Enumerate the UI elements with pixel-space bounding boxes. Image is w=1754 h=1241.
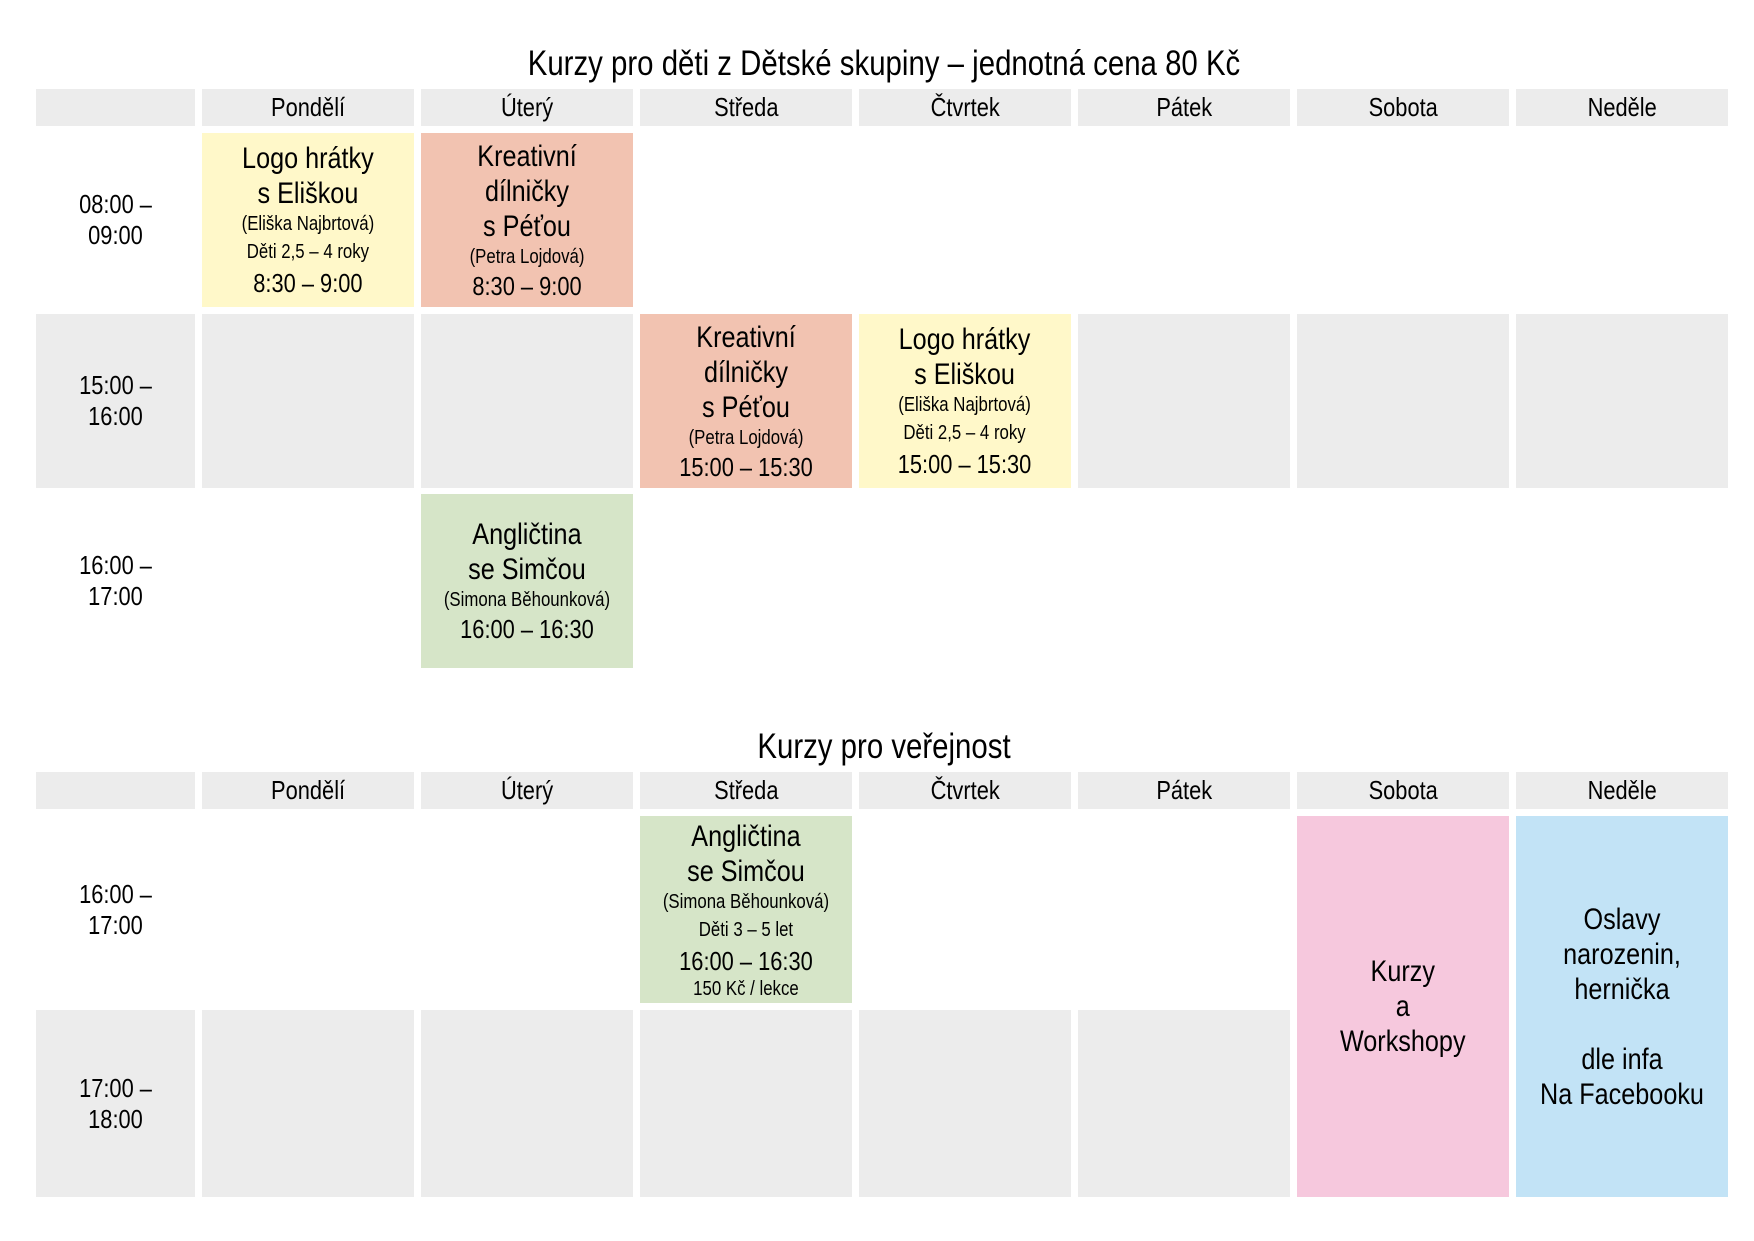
course-name: s Eliškou — [914, 358, 1016, 391]
section2-title: Kurzy pro veřejnost — [757, 727, 1011, 766]
day-header-sunday: Neděle — [1516, 89, 1728, 126]
course-time: 16:00 – 16:30 — [460, 614, 594, 644]
empty-slot — [1297, 314, 1509, 488]
course-teacher: (Eliška Najbrtová) — [241, 213, 375, 235]
day-header-wednesday: Středa — [640, 89, 852, 126]
sunday-parties-block[interactable]: Oslavy narozenin, hernička dle infa Na F… — [1516, 816, 1728, 1197]
empty-slot — [1078, 314, 1290, 488]
course-time: 8:30 – 9:00 — [472, 270, 582, 301]
course-anglictina-tuesday[interactable]: Angličtina se Simčou (Simona Běhounková)… — [421, 494, 633, 668]
course-age: Děti 2,5 – 4 roky — [903, 422, 1027, 444]
course-name: s Péťou — [483, 209, 571, 243]
course-price: 150 Kč / lekce — [693, 977, 799, 1000]
empty-slot — [640, 1010, 852, 1197]
time-slot-1600: 16:00 – 17:00 — [79, 878, 152, 940]
corner-cell — [36, 772, 195, 809]
day-header-tuesday: Úterý — [421, 772, 633, 809]
course-name: Logo hrátky — [242, 142, 374, 175]
course-time: 15:00 – 15:30 — [898, 449, 1032, 479]
time-slot-1700: 17:00 – 18:00 — [36, 1010, 195, 1197]
course-name: Logo hrátky — [899, 323, 1031, 356]
empty-slot — [202, 314, 414, 488]
day-header-saturday: Sobota — [1297, 89, 1509, 126]
day-header-tuesday: Úterý — [421, 89, 633, 126]
course-age: Děti 3 – 5 let — [698, 918, 794, 941]
course-teacher: (Petra Lojdová) — [469, 245, 585, 268]
course-kreativni-dilnicky-wednesday[interactable]: Kreativní dílničky s Péťou (Petra Lojdov… — [640, 314, 852, 488]
course-age: Děti 2,5 – 4 roky — [246, 241, 370, 263]
course-time: 16:00 – 16:30 — [679, 945, 813, 976]
empty-slot — [421, 314, 633, 488]
course-name: s Eliškou — [257, 177, 359, 210]
time-slot-1500: 15:00 – 16:00 — [36, 314, 195, 488]
course-teacher: (Petra Lojdová) — [688, 426, 804, 449]
day-header-wednesday: Středa — [640, 772, 852, 809]
empty-slot — [421, 1010, 633, 1197]
saturday-workshops-block[interactable]: Kurzy a Workshopy — [1297, 816, 1509, 1197]
day-header-friday: Pátek — [1078, 89, 1290, 126]
course-teacher: (Simona Běhounková) — [662, 890, 830, 913]
course-name: se Simčou — [468, 553, 586, 586]
course-name: Angličtina — [691, 819, 801, 853]
course-name: Kreativní dílničky — [477, 139, 577, 208]
sunday-parties-text: Oslavy narozenin, hernička dle infa Na F… — [1540, 902, 1704, 1111]
empty-slot — [1516, 314, 1728, 488]
time-slot-0800: 08:00 – 09:00 — [79, 189, 152, 250]
course-anglictina-wednesday[interactable]: Angličtina se Simčou (Simona Běhounková)… — [640, 816, 852, 1003]
empty-slot — [202, 1010, 414, 1197]
course-kreativni-dilnicky-tuesday[interactable]: Kreativní dílničky s Péťou (Petra Lojdov… — [421, 133, 633, 307]
day-header-sunday: Neděle — [1516, 772, 1728, 809]
course-logo-hratky-monday[interactable]: Logo hrátky s Eliškou (Eliška Najbrtová)… — [202, 133, 414, 307]
day-header-saturday: Sobota — [1297, 772, 1509, 809]
course-name: s Péťou — [702, 390, 790, 424]
day-header-monday: Pondělí — [202, 89, 414, 126]
course-time: 15:00 – 15:30 — [679, 451, 813, 482]
course-teacher: (Simona Běhounková) — [443, 589, 611, 611]
course-name: Kreativní dílničky — [696, 320, 796, 389]
course-name: Angličtina — [472, 518, 582, 551]
course-teacher: (Eliška Najbrtová) — [898, 394, 1032, 416]
course-time: 8:30 – 9:00 — [253, 268, 363, 298]
day-header-friday: Pátek — [1078, 772, 1290, 809]
course-name: se Simčou — [687, 854, 805, 888]
empty-slot — [859, 1010, 1071, 1197]
empty-slot — [1078, 1010, 1290, 1197]
course-logo-hratky-thursday[interactable]: Logo hrátky s Eliškou (Eliška Najbrtová)… — [859, 314, 1071, 488]
corner-cell — [36, 89, 195, 126]
day-header-monday: Pondělí — [202, 772, 414, 809]
time-slot-1600: 16:00 – 17:00 — [79, 550, 152, 611]
section1-title: Kurzy pro děti z Dětské skupiny – jednot… — [527, 44, 1241, 83]
saturday-workshops-text: Kurzy a Workshopy — [1340, 955, 1466, 1058]
day-header-thursday: Čtvrtek — [859, 89, 1071, 126]
day-header-thursday: Čtvrtek — [859, 772, 1071, 809]
